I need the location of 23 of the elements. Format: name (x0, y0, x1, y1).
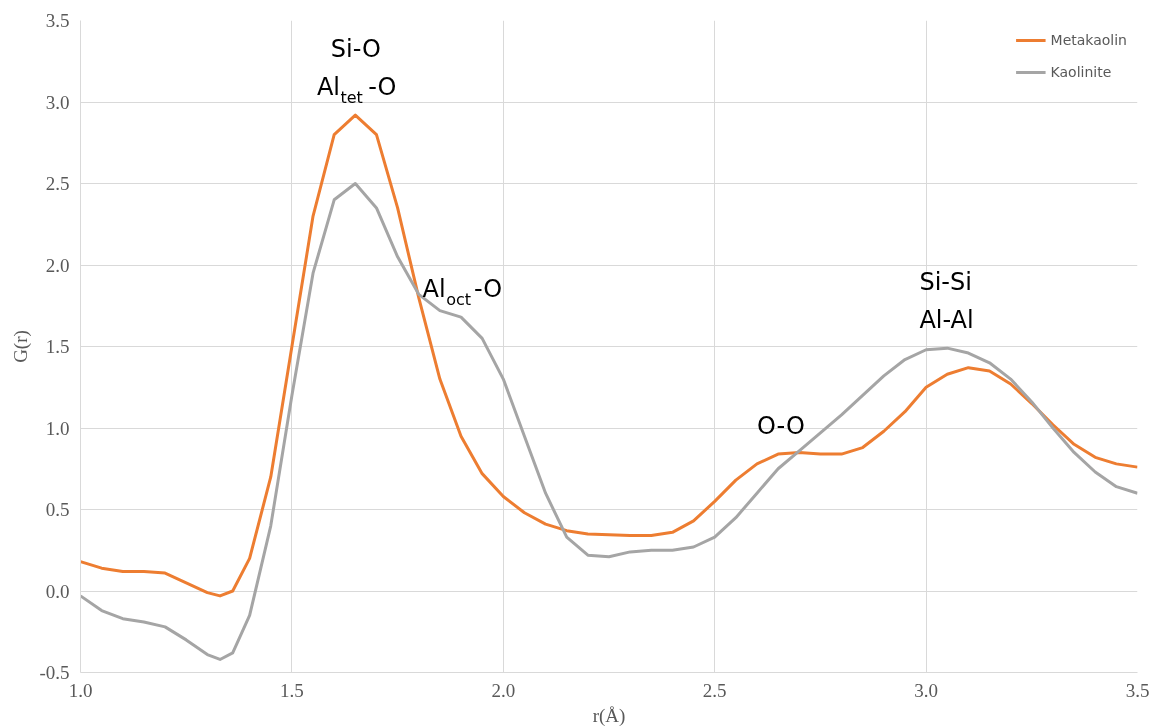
x-tick-label: 2.5 (702, 679, 727, 701)
y-tick-label: 3.5 (45, 10, 70, 31)
legend-label: Metakaolin (1050, 32, 1127, 48)
line-series (80, 182, 1138, 661)
y-tick-label: 0.0 (45, 580, 70, 602)
x-tick-label: 3.5 (1125, 679, 1150, 701)
annotation: O-O (757, 412, 805, 441)
y-axis-title: G(r) (10, 330, 33, 363)
x-tick-label: 2.0 (491, 679, 516, 701)
line-series (80, 113, 1138, 598)
legend-label: Kaolinite (1050, 64, 1112, 80)
y-tick-label: 0.5 (45, 499, 70, 520)
y-tick-label: 2.0 (45, 254, 70, 276)
y-tick-label: 1.0 (45, 417, 70, 439)
y-tick-label: 1.5 (45, 336, 70, 357)
y-tick-label: -0.5 (39, 662, 70, 683)
y-tick-label: 3.0 (45, 91, 70, 113)
x-tick-label: 1.0 (68, 679, 93, 701)
x-tick-label: 3.0 (914, 679, 938, 701)
x-tick-label: 1.5 (280, 679, 304, 701)
annotation: Si-Si Al-Al (919, 268, 974, 335)
x-axis-title: r(Å) (592, 704, 626, 727)
y-tick-label: 2.5 (45, 173, 70, 194)
